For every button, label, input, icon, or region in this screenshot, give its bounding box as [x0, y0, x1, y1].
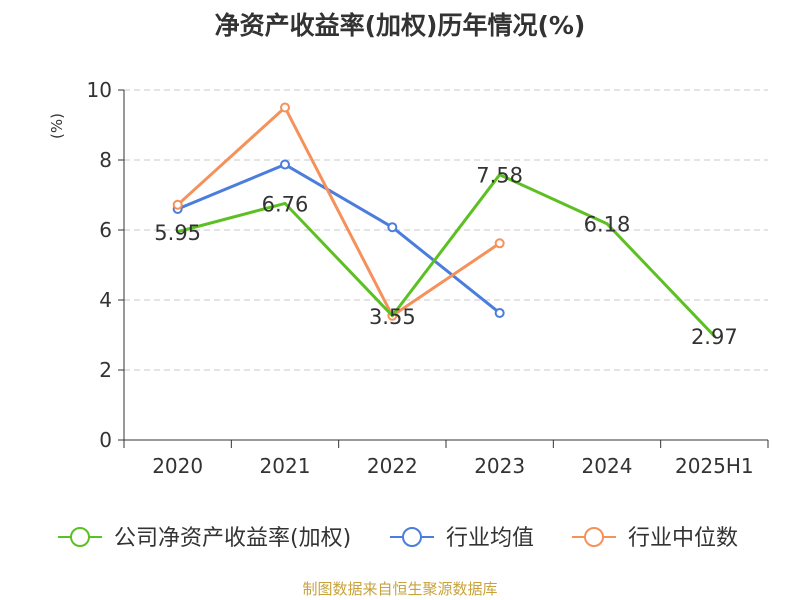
- legend-item[interactable]: 行业中位数: [572, 526, 738, 551]
- legend[interactable]: 公司净资产收益率(加权) 行业均值 行业中位数: [58, 526, 738, 551]
- legend-label: 行业均值: [446, 526, 534, 551]
- y-tick-label: 8: [99, 148, 112, 172]
- data-point: [172, 199, 183, 210]
- data-point: [387, 222, 398, 233]
- legend-label: 行业中位数: [628, 526, 738, 551]
- data-label: 6.76: [262, 192, 309, 216]
- legend-marker-icon: [70, 527, 90, 547]
- x-tick-label: 2025H1: [675, 454, 754, 478]
- x-tick-label: 2023: [474, 454, 525, 478]
- data-label: 3.55: [369, 305, 416, 329]
- x-tick-label: 2021: [260, 454, 311, 478]
- series-line: [176, 106, 502, 318]
- legend-marker-icon: [584, 527, 604, 547]
- series-line: [176, 163, 502, 315]
- data-point: [494, 307, 505, 318]
- y-axis-label: (%): [48, 113, 66, 139]
- data-labels: 5.95 6.76 3.55 7.58 6.18 2.97: [154, 164, 737, 349]
- y-tick-label: 0: [99, 428, 112, 452]
- y-tick-label: 6: [99, 218, 112, 242]
- series-line: [176, 173, 716, 338]
- grid-lines: [124, 89, 768, 371]
- series-lines: [172, 102, 716, 338]
- x-tick-label: 2024: [582, 454, 633, 478]
- legend-marker-icon: [402, 527, 422, 547]
- y-tick-label: 10: [87, 78, 112, 102]
- data-label: 6.18: [584, 213, 631, 237]
- data-point: [280, 159, 290, 170]
- data-label: 7.58: [476, 164, 523, 188]
- source-note: 制图数据来自恒生聚源数据库: [302, 580, 498, 598]
- x-tick-label: 2022: [367, 454, 418, 478]
- legend-label: 公司净资产收益率(加权): [114, 526, 351, 551]
- y-tick-label: 2: [99, 358, 112, 382]
- data-label: 5.95: [154, 221, 201, 245]
- legend-item[interactable]: 行业均值: [390, 526, 534, 551]
- data-point: [494, 238, 505, 249]
- legend-item[interactable]: 公司净资产收益率(加权): [58, 526, 351, 551]
- chart-title: 净资产收益率(加权)历年情况(%): [214, 11, 586, 40]
- x-tick-label: 2020: [152, 454, 203, 478]
- y-tick-label: 4: [99, 288, 112, 312]
- axes: 0 2 4 6 8 10 2020 2021 2022 2023 2024 2025H1: [87, 78, 769, 478]
- data-label: 2.97: [691, 325, 738, 349]
- data-point: [280, 102, 290, 113]
